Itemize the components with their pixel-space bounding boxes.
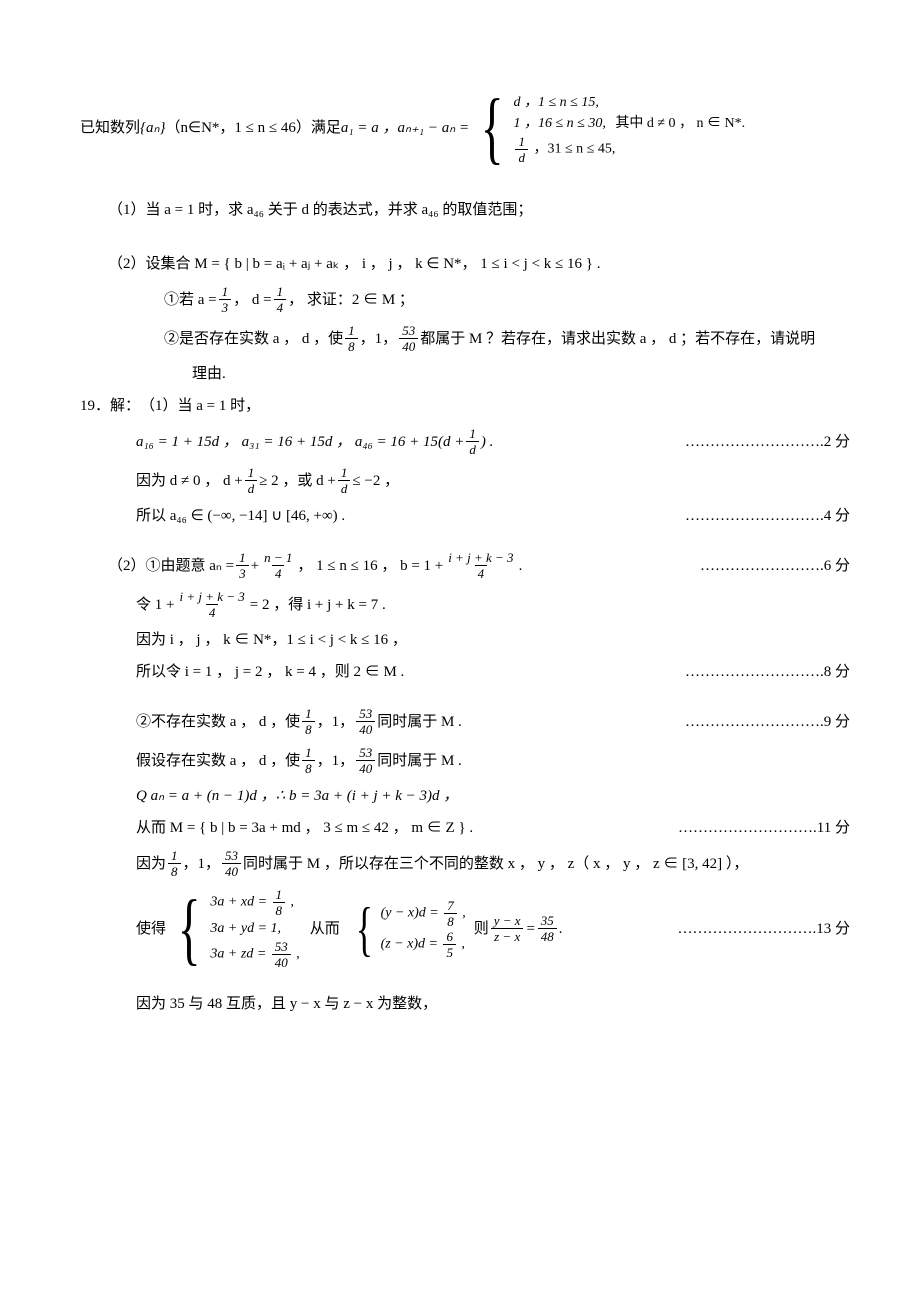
system-A: { 3a + xd = 18 , 3a + yd = 1, 3a + zd = … bbox=[170, 887, 300, 970]
seq: {aₙ} bbox=[140, 116, 165, 140]
sol-2-2-line1: ②不存在实数 a ， d ，使 1 8 ，1， 53 40 同时属于 M . …… bbox=[80, 706, 850, 737]
frac: 1 8 bbox=[345, 323, 358, 354]
sol-1-line1: a₁₆ = 1 + 15d ， a₃₁ = 16 + 15d ， a₄₆ = 1… bbox=[80, 426, 850, 457]
problem-statement: 已知数列 {aₙ} （n∈N*，1 ≤ n ≤ 46） 满足 a₁ = a ， … bbox=[80, 88, 850, 168]
sol-1-line3: 所以 a₄₆ ∈ (−∞, −14] ∪ [46, +∞) . ……………………… bbox=[80, 504, 850, 528]
frac: n − 1 4 bbox=[261, 550, 295, 581]
c3t: ，31 ≤ n ≤ 45, bbox=[533, 141, 615, 156]
frac: y − x z − x bbox=[491, 913, 524, 944]
c2: 1 ，16 ≤ n ≤ 30, bbox=[513, 116, 605, 131]
question-1: （1）当 a = 1 时，求 a₄₆ 关于 d 的表达式，并求 a₄₆ 的取值范… bbox=[80, 198, 850, 222]
sol-1-line2: 因为 d ≠ 0 ， d + 1 d ≥ 2 ，或 d + 1 d ≤ −2 ， bbox=[80, 465, 850, 496]
left-brace-icon: { bbox=[481, 88, 504, 168]
sol-2-2-line3: Q aₙ = a + (n − 1)d ，∴ b = 3a + (i + j +… bbox=[80, 784, 850, 808]
case1: d ，1 ≤ n ≤ 15, bbox=[513, 92, 745, 113]
score-2: ……………………….2 分 bbox=[493, 430, 850, 454]
frac: i + j + k − 3 4 bbox=[176, 589, 247, 620]
score-13: ……………………….13 分 bbox=[562, 917, 850, 941]
score-8: ……………………….8 分 bbox=[404, 660, 850, 684]
frac: 1 3 bbox=[236, 550, 249, 581]
c2t: 其中 d ≠ 0 ， n ∈ N*. bbox=[615, 116, 745, 131]
frac: 53 40 bbox=[356, 706, 375, 737]
score-6: …………………….6 分 bbox=[522, 554, 850, 578]
sol-2-2-last: 因为 35 与 48 互质，且 y − x 与 z − x 为整数， bbox=[80, 992, 850, 1016]
frac: 1 d bbox=[338, 465, 351, 496]
left-brace-icon: { bbox=[178, 887, 201, 970]
diff: aₙ₊₁ − aₙ = bbox=[397, 116, 469, 140]
case2: 1 ，16 ≤ n ≤ 30, 其中 d ≠ 0 ， n ∈ N*. bbox=[513, 113, 745, 134]
cases: d ，1 ≤ n ≤ 15, 1 ，16 ≤ n ≤ 30, 其中 d ≠ 0 … bbox=[513, 88, 745, 168]
question-2-1: ①若 a = 1 3 ， d = 1 4 ， 求证：2 ∈ M ； bbox=[136, 284, 850, 315]
score-4: ……………………….4 分 bbox=[345, 504, 850, 528]
frac-1-d: 1 d bbox=[515, 134, 528, 165]
a1: a₁ = a ， bbox=[341, 116, 398, 140]
sol-2-1-line2: 令 1 + i + j + k − 3 4 = 2 ，得 i + j + k =… bbox=[80, 589, 850, 620]
sol-2-2-line5: 因为 1 8 ，1， 53 40 同时属于 M ，所以存在三个不同的整数 x ，… bbox=[80, 848, 850, 879]
score-11: ……………………….11 分 bbox=[473, 816, 850, 840]
left-brace-icon: { bbox=[356, 898, 373, 960]
sol-2-1-line4: 所以令 i = 1 ， j = 2 ， k = 4 ，则 2 ∈ M . ………… bbox=[80, 660, 850, 684]
frac: 1 8 bbox=[168, 848, 181, 879]
frac: 35 48 bbox=[538, 913, 557, 944]
frac: 1 d bbox=[466, 426, 479, 457]
question-2-2-cont: 理由. bbox=[136, 362, 850, 386]
mid: 满足 bbox=[311, 116, 341, 140]
frac: i + j + k − 3 4 bbox=[445, 550, 516, 581]
system-B: { (y − x)d = 78 , (z − x)d = 65 , bbox=[350, 898, 466, 960]
question-2-head: （2）设集合 M = { b | b = aᵢ + aⱼ + aₖ ， i ， … bbox=[80, 252, 850, 276]
score-9: ……………………….9 分 bbox=[462, 710, 850, 734]
sol-2-1-line3: 因为 i ， j ， k ∈ N*，1 ≤ i < j < k ≤ 16 ， bbox=[80, 628, 850, 652]
frac: 53 40 bbox=[222, 848, 241, 879]
frac: 1 8 bbox=[302, 745, 315, 776]
cond: （n∈N*，1 ≤ n ≤ 46） bbox=[166, 116, 311, 140]
case3: 1 d ，31 ≤ n ≤ 45, bbox=[513, 134, 745, 165]
sol-2-2-line4: 从而 M = { b | b = 3a + md ， 3 ≤ m ≤ 42 ， … bbox=[80, 816, 850, 840]
text: 已知数列 bbox=[80, 116, 140, 140]
frac: 1 d bbox=[245, 465, 258, 496]
frac: 1 8 bbox=[302, 706, 315, 737]
question-2-2: ②是否存在实数 a ， d ，使 1 8 ，1， 53 40 都属于 M ？若存… bbox=[136, 323, 850, 354]
sol-2-2-system: 使得 { 3a + xd = 18 , 3a + yd = 1, 3a + zd… bbox=[80, 887, 850, 970]
frac: 1 3 bbox=[219, 284, 232, 315]
piecewise: { d ，1 ≤ n ≤ 15, 1 ，16 ≤ n ≤ 30, 其中 d ≠ … bbox=[473, 88, 745, 168]
frac: 53 40 bbox=[356, 745, 375, 776]
frac: 1 4 bbox=[274, 284, 287, 315]
solution-head: 19．解： （1）当 a = 1 时， bbox=[80, 394, 850, 418]
sol-2-2-line2: 假设存在实数 a ， d ，使 1 8 ，1， 53 40 同时属于 M . bbox=[80, 745, 850, 776]
frac: 53 40 bbox=[399, 323, 418, 354]
sol-2-1-head: （2）①由题意 aₙ = 1 3 + n − 1 4 ， 1 ≤ n ≤ 16 … bbox=[80, 550, 850, 581]
